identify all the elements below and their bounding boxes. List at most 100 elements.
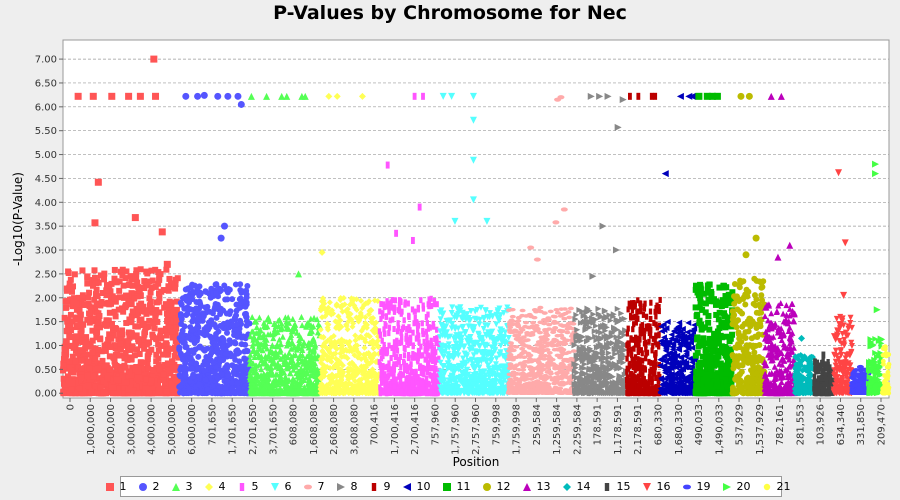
data-point <box>169 328 176 335</box>
data-point <box>242 341 249 348</box>
data-point <box>87 343 94 350</box>
data-point <box>387 307 391 314</box>
data-point <box>158 335 165 342</box>
data-point <box>382 304 386 311</box>
data-point <box>223 310 230 317</box>
data-point <box>156 294 163 301</box>
data-point <box>533 257 541 262</box>
data-point <box>301 92 309 100</box>
data-point <box>166 275 173 282</box>
data-point <box>256 314 263 321</box>
data-point <box>138 316 145 323</box>
data-point <box>195 315 202 322</box>
data-point <box>519 308 526 313</box>
data-point <box>152 266 159 273</box>
data-point <box>409 389 413 396</box>
data-point <box>91 296 98 303</box>
data-point <box>250 376 257 383</box>
data-point <box>177 299 184 306</box>
data-point <box>247 92 255 100</box>
data-point <box>222 351 229 358</box>
data-point <box>188 365 195 372</box>
data-point <box>299 342 306 349</box>
data-point <box>140 390 147 397</box>
data-point <box>78 365 85 372</box>
data-point <box>424 390 429 397</box>
data-point <box>228 353 235 360</box>
data-point <box>267 369 274 376</box>
data-point <box>172 338 179 345</box>
data-point <box>519 328 526 332</box>
data-point <box>420 370 424 377</box>
data-point <box>75 294 82 301</box>
data-point <box>144 360 151 367</box>
data-point <box>286 319 293 326</box>
data-point <box>260 386 267 393</box>
data-point <box>289 338 296 345</box>
data-point <box>217 234 225 242</box>
data-point <box>156 276 163 283</box>
data-point <box>128 301 135 308</box>
data-point <box>84 280 91 287</box>
data-point <box>272 371 279 378</box>
data-point <box>526 312 533 317</box>
data-point <box>129 282 136 289</box>
data-point <box>288 345 295 352</box>
data-point <box>106 309 113 316</box>
data-point <box>195 381 202 388</box>
data-point <box>292 388 299 395</box>
data-point <box>135 338 142 345</box>
data-point <box>123 292 130 299</box>
data-point <box>415 334 419 341</box>
data-point <box>196 283 203 290</box>
data-point <box>155 347 162 354</box>
data-point <box>114 385 121 392</box>
data-point <box>84 372 91 379</box>
data-point <box>392 366 396 373</box>
data-point <box>131 352 138 359</box>
data-point <box>221 282 228 289</box>
data-point <box>152 335 159 342</box>
data-point <box>518 390 525 395</box>
data-point <box>106 366 113 373</box>
data-point <box>170 377 177 384</box>
data-point <box>70 298 77 305</box>
data-point <box>407 336 411 343</box>
data-point <box>278 320 285 327</box>
data-point <box>115 352 122 359</box>
data-point <box>416 306 421 313</box>
data-point <box>522 360 529 364</box>
data-point <box>136 287 143 294</box>
data-point <box>218 322 225 329</box>
data-point <box>385 161 390 169</box>
data-point <box>224 390 231 397</box>
data-point <box>138 365 145 372</box>
data-point <box>528 384 535 389</box>
data-point <box>283 92 291 100</box>
data-point <box>107 343 114 350</box>
data-point <box>549 343 556 347</box>
data-point <box>243 381 250 388</box>
data-point <box>184 297 191 304</box>
data-point <box>535 365 542 370</box>
data-point <box>261 319 268 326</box>
data-point <box>236 358 243 365</box>
data-point <box>537 346 544 351</box>
data-point <box>234 380 241 387</box>
data-point <box>86 310 93 317</box>
data-point <box>80 295 87 302</box>
data-point <box>78 331 85 338</box>
data-point <box>229 322 236 329</box>
data-point <box>258 341 265 348</box>
data-point <box>113 376 120 383</box>
data-point <box>118 367 125 374</box>
data-point <box>149 277 156 284</box>
data-point <box>338 323 345 330</box>
data-point <box>72 358 79 365</box>
data-point <box>411 329 415 336</box>
data-point <box>89 318 96 325</box>
data-point <box>295 354 302 361</box>
data-point <box>120 308 127 315</box>
data-point <box>156 309 163 316</box>
data-point <box>424 377 429 384</box>
